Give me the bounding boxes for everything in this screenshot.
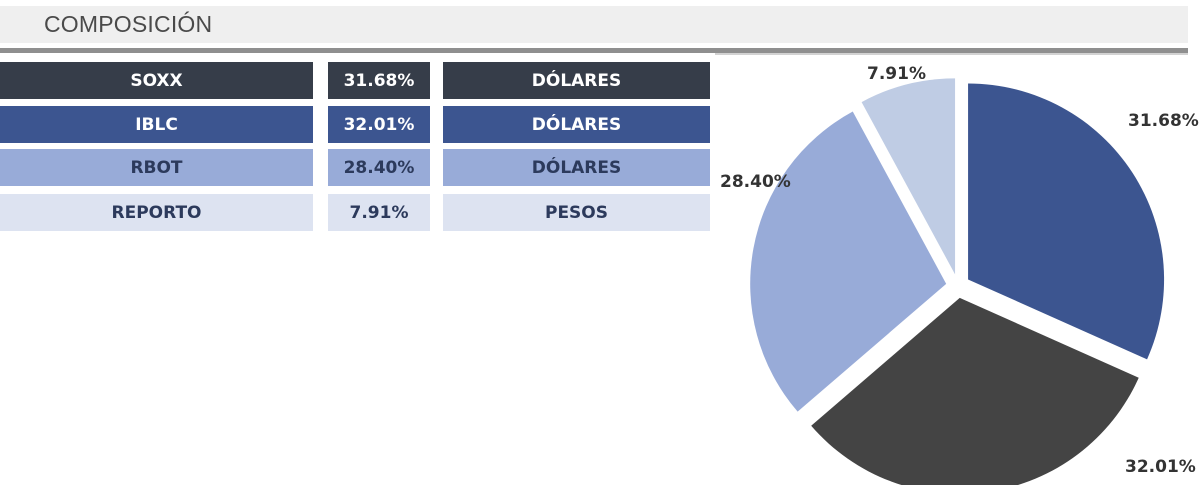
table-row-pct: 28.40% [328,149,430,186]
pie-slice-rbot [750,111,947,412]
table-row-name: IBLC [0,106,313,143]
pie-label-soxx: 31.68% [1128,111,1199,131]
pie-slice-iblc [811,297,1139,485]
table-row-name: REPORTO [0,194,313,231]
table-row-currency: DÓLARES [443,106,710,143]
table-row-currency: DÓLARES [443,62,710,99]
table-row-name: RBOT [0,149,313,186]
section-header [0,6,1188,43]
pie-label-rbot: 28.40% [720,172,791,192]
table-row-currency: PESOS [443,194,710,231]
header-divider [0,48,1188,53]
pie-label-iblc: 32.01% [1125,457,1196,477]
table-row-pct: 7.91% [328,194,430,231]
pie-slice-reporto [861,78,956,275]
table-row-pct: 32.01% [328,106,430,143]
section-title: COMPOSICIÓN [44,11,213,37]
table-row-pct: 31.68% [328,62,430,99]
pie-label-reporto: 7.91% [867,64,926,84]
table-row-name: SOXX [0,62,313,99]
header-divider-accent [715,53,1188,55]
table-row-currency: DÓLARES [443,149,710,186]
